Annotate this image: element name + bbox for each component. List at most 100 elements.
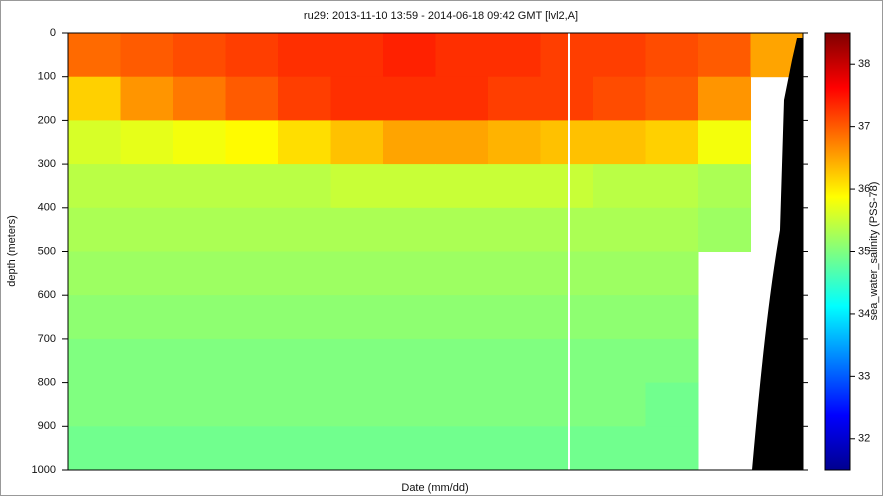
cell bbox=[540, 338, 594, 384]
colorbar-tick-label: 34 bbox=[858, 308, 870, 320]
y-tick-label: 800 bbox=[38, 377, 56, 389]
cell bbox=[330, 426, 384, 471]
cell bbox=[68, 295, 121, 340]
cell bbox=[488, 251, 541, 296]
cell bbox=[278, 207, 331, 252]
cell bbox=[593, 120, 646, 165]
cell bbox=[173, 76, 226, 121]
cell bbox=[435, 338, 489, 384]
y-tick-label: 500 bbox=[38, 245, 56, 257]
cell bbox=[278, 76, 331, 121]
cell bbox=[120, 251, 174, 296]
cell bbox=[488, 33, 541, 78]
cell bbox=[645, 338, 699, 384]
cell bbox=[173, 426, 226, 471]
cell bbox=[488, 164, 541, 209]
cell bbox=[68, 164, 121, 209]
cell bbox=[120, 207, 174, 252]
cell bbox=[540, 251, 594, 296]
cell bbox=[225, 33, 279, 78]
cell bbox=[435, 164, 489, 209]
cell bbox=[383, 295, 436, 340]
x-axis-label: Date (mm/dd) bbox=[401, 482, 468, 494]
colorbar-tick-label: 33 bbox=[858, 370, 870, 382]
cell bbox=[278, 33, 331, 78]
cell bbox=[383, 338, 436, 384]
cell bbox=[173, 120, 226, 165]
y-tick-label: 200 bbox=[38, 114, 56, 126]
cell bbox=[383, 33, 436, 78]
cell bbox=[330, 338, 384, 384]
heatmap bbox=[68, 33, 804, 471]
cell bbox=[435, 207, 489, 252]
cell bbox=[435, 120, 489, 165]
cell bbox=[383, 251, 436, 296]
cell bbox=[278, 295, 331, 340]
cell bbox=[330, 33, 384, 78]
colorbar-tick-label: 32 bbox=[858, 433, 870, 445]
cell bbox=[225, 207, 279, 252]
cell bbox=[488, 338, 541, 384]
chart-title: ru29: 2013-11-10 13:59 - 2014-06-18 09:4… bbox=[304, 10, 578, 22]
cell bbox=[278, 426, 331, 471]
cell bbox=[173, 295, 226, 340]
cell bbox=[173, 33, 226, 78]
cell bbox=[278, 164, 331, 209]
cell bbox=[120, 426, 174, 471]
cell bbox=[645, 120, 699, 165]
cell bbox=[593, 426, 646, 471]
cell bbox=[540, 76, 594, 121]
cell bbox=[698, 207, 751, 252]
cell bbox=[68, 207, 121, 252]
cell bbox=[698, 120, 751, 165]
cell bbox=[173, 164, 226, 209]
cell bbox=[120, 295, 174, 340]
cell bbox=[330, 120, 384, 165]
cell bbox=[278, 120, 331, 165]
cell bbox=[645, 76, 699, 121]
cell bbox=[330, 207, 384, 252]
cell bbox=[68, 33, 121, 78]
cell bbox=[698, 164, 751, 209]
cell bbox=[383, 426, 436, 471]
cell bbox=[540, 207, 594, 252]
cell bbox=[645, 251, 699, 296]
cell bbox=[435, 295, 489, 340]
cell bbox=[278, 338, 331, 384]
cell bbox=[435, 76, 489, 121]
cell bbox=[383, 207, 436, 252]
cell bbox=[120, 120, 174, 165]
cell bbox=[593, 338, 646, 384]
cell bbox=[383, 76, 436, 121]
cell bbox=[593, 207, 646, 252]
cell bbox=[173, 207, 226, 252]
cell bbox=[593, 295, 646, 340]
cell bbox=[225, 426, 279, 471]
cell bbox=[645, 164, 699, 209]
cell bbox=[488, 76, 541, 121]
cell bbox=[698, 33, 751, 78]
y-tick-label: 0 bbox=[50, 27, 56, 39]
cell bbox=[488, 426, 541, 471]
cell bbox=[540, 426, 594, 471]
cell bbox=[540, 120, 594, 165]
cell bbox=[488, 295, 541, 340]
cell bbox=[173, 338, 226, 384]
colorbar-label: sea_water_salinity (PSS-78) bbox=[868, 182, 880, 321]
cell bbox=[120, 382, 174, 427]
cell bbox=[435, 251, 489, 296]
cell bbox=[225, 251, 279, 296]
cell bbox=[383, 164, 436, 209]
cell bbox=[225, 164, 279, 209]
y-tick-label: 1000 bbox=[32, 464, 56, 476]
cell bbox=[68, 251, 121, 296]
cell bbox=[645, 295, 699, 340]
cell bbox=[225, 76, 279, 121]
cell bbox=[488, 382, 541, 427]
y-tick-label: 600 bbox=[38, 289, 56, 301]
cell bbox=[68, 76, 121, 121]
cell bbox=[120, 33, 174, 78]
cell bbox=[330, 382, 384, 427]
cell bbox=[540, 33, 594, 78]
